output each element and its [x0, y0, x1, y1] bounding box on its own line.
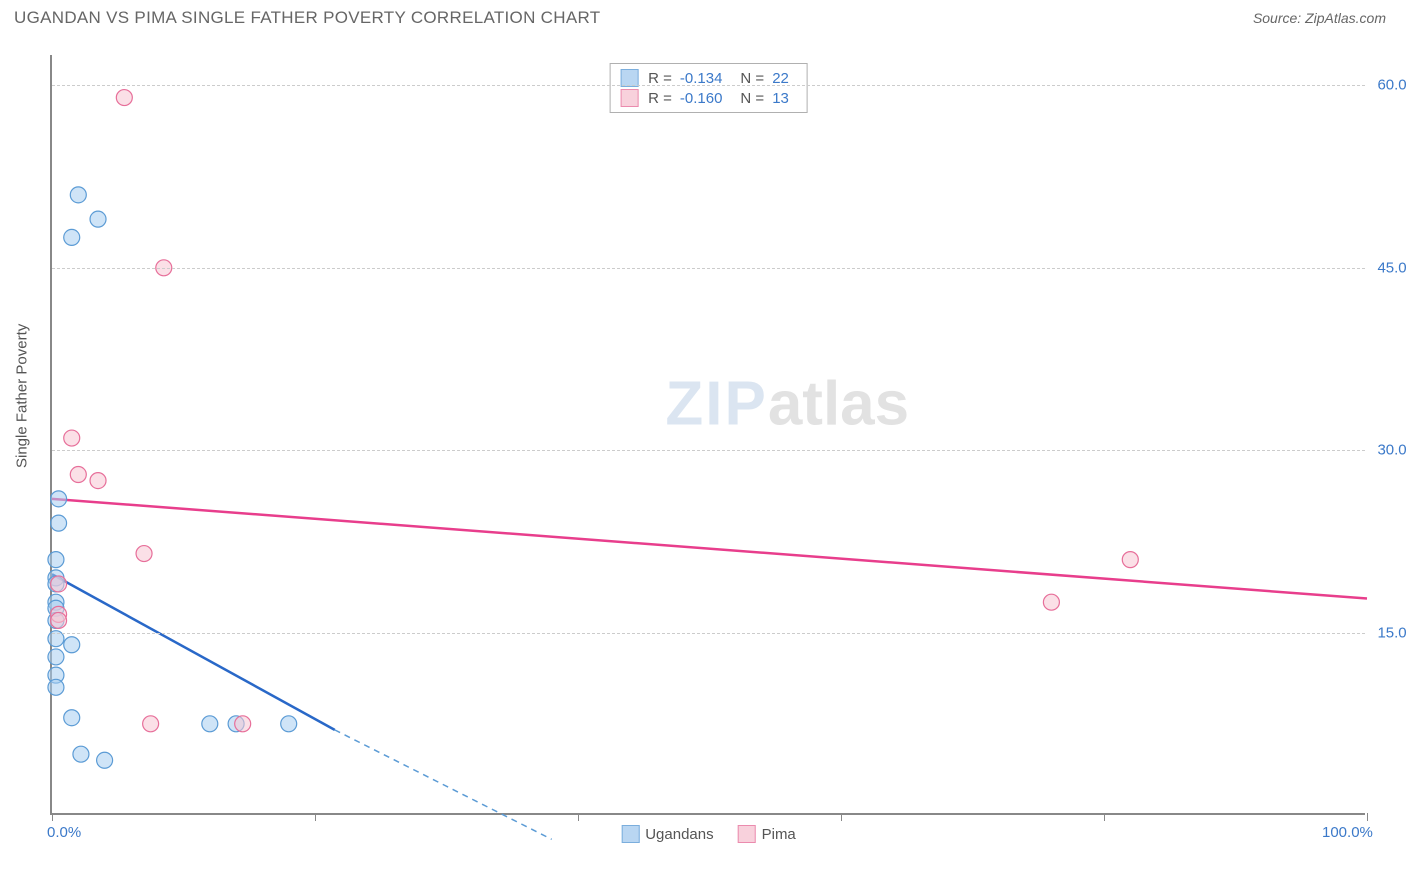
- x-tick: [52, 813, 53, 821]
- gridline: [52, 85, 1365, 86]
- y-tick-label: 15.0%: [1377, 624, 1406, 641]
- legend-n-value: 13: [772, 90, 789, 107]
- pima-point: [116, 90, 132, 106]
- ugandans-point: [64, 710, 80, 726]
- pima-point: [64, 430, 80, 446]
- x-tick-label: 0.0%: [47, 824, 81, 841]
- ugandans-point: [48, 649, 64, 665]
- pima-point: [143, 716, 159, 732]
- chart-title: UGANDAN VS PIMA SINGLE FATHER POVERTY CO…: [14, 8, 600, 28]
- pima-point: [136, 546, 152, 562]
- gridline: [52, 268, 1365, 269]
- legend-r-label: R =: [648, 90, 672, 107]
- legend-swatch-icon: [620, 69, 638, 87]
- pima-point: [1043, 594, 1059, 610]
- ugandans-trendline: [52, 574, 335, 730]
- chart-svg: [52, 55, 1365, 813]
- legend-series: Ugandans Pima: [621, 825, 796, 843]
- legend-r-label: R =: [648, 70, 672, 87]
- legend-swatch-icon: [620, 89, 638, 107]
- ugandans-point: [73, 746, 89, 762]
- legend-n-label: N =: [740, 90, 764, 107]
- legend-r-value: -0.160: [680, 90, 723, 107]
- legend-series-label: Pima: [762, 826, 796, 843]
- y-tick-label: 30.0%: [1377, 442, 1406, 459]
- pima-point: [51, 576, 67, 592]
- ugandans-point: [90, 211, 106, 227]
- legend-r-value: -0.134: [680, 70, 723, 87]
- x-tick-label: 100.0%: [1322, 824, 1373, 841]
- pima-point: [90, 473, 106, 489]
- ugandans-point: [70, 187, 86, 203]
- chart-source: Source: ZipAtlas.com: [1253, 10, 1386, 26]
- legend-series-item: Pima: [738, 825, 796, 843]
- plot-area: ZIPatlas R =-0.134N =22R =-0.160N =13 Ug…: [50, 55, 1365, 815]
- chart-container: Single Father Poverty ZIPatlas R =-0.134…: [20, 45, 1395, 890]
- ugandans-trendline-extrapolated: [335, 730, 552, 839]
- ugandans-point: [51, 491, 67, 507]
- ugandans-point: [51, 515, 67, 531]
- legend-series-label: Ugandans: [645, 826, 713, 843]
- legend-stats: R = -0.134 N = 22 R = -0.160 N = 13: [609, 63, 808, 113]
- x-tick: [578, 813, 579, 821]
- legend-n-label: N =: [740, 70, 764, 87]
- ugandans-point: [48, 552, 64, 568]
- x-tick: [1104, 813, 1105, 821]
- x-tick: [315, 813, 316, 821]
- legend-stats-row: R = -0.160 N = 13: [620, 88, 797, 108]
- gridline: [52, 450, 1365, 451]
- y-axis-label: Single Father Poverty: [14, 323, 31, 467]
- y-tick-label: 60.0%: [1377, 77, 1406, 94]
- legend-n-value: 22: [772, 70, 789, 87]
- x-tick: [841, 813, 842, 821]
- ugandans-point: [48, 679, 64, 695]
- ugandans-point: [202, 716, 218, 732]
- ugandans-point: [64, 229, 80, 245]
- ugandans-point: [64, 637, 80, 653]
- y-tick-label: 45.0%: [1377, 259, 1406, 276]
- legend-swatch-icon: [738, 825, 756, 843]
- pima-point: [1122, 552, 1138, 568]
- pima-trendline: [52, 499, 1367, 599]
- legend-series-item: Ugandans: [621, 825, 713, 843]
- pima-point: [70, 467, 86, 483]
- ugandans-point: [97, 752, 113, 768]
- chart-header: UGANDAN VS PIMA SINGLE FATHER POVERTY CO…: [0, 0, 1406, 32]
- x-tick: [1367, 813, 1368, 821]
- pima-point: [51, 612, 67, 628]
- pima-point: [235, 716, 251, 732]
- ugandans-point: [281, 716, 297, 732]
- gridline: [52, 633, 1365, 634]
- legend-swatch-icon: [621, 825, 639, 843]
